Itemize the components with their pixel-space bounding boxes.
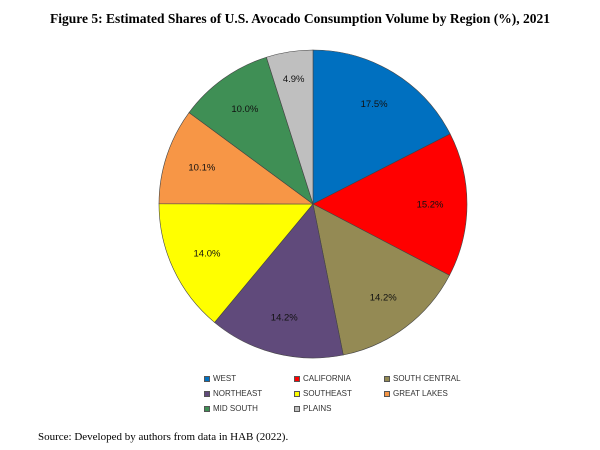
legend-item-west: WEST [204,374,236,383]
legend-swatch [294,405,300,412]
legend-label: NORTHEAST [213,389,263,398]
pie-slice-west [312,49,451,205]
legend-swatch [384,375,390,382]
legend-label: PLAINS [303,404,332,413]
chart-title: Figure 5: Estimated Shares of U.S. Avoca… [50,11,550,26]
data-label-northeast: 14.2% [271,312,298,323]
pie-slice-south-central [312,203,450,356]
legend-label: MID SOUTH [213,404,258,413]
data-label-california: 15.2% [417,200,444,211]
legend-swatch [294,390,300,397]
legend-swatch [204,390,210,397]
source-note: Source: Developed by authors from data i… [38,431,289,443]
pie-slice-mid-south [188,56,314,205]
data-label-great-lakes: 10.1% [188,162,215,173]
legend-swatch [384,390,390,397]
pie-slice-southeast [158,203,314,323]
data-label-west: 17.5% [361,99,388,110]
pie-slice-plains [266,49,314,205]
data-label-plains: 4.9% [283,74,305,85]
legend-item-great-lakes: GREAT LAKES [384,389,448,398]
legend-swatch [294,375,300,382]
pie-chart: 17.5% 15.2% 14.2% 14.2% 14.0% 10.1% 10.0% 4.9% [158,49,468,359]
data-label-southeast: 14.0% [194,249,221,260]
legend-swatch [204,375,210,382]
legend-item-southeast: SOUTHEAST [294,389,352,398]
legend-swatch [204,405,210,412]
legend-label: WEST [213,374,237,383]
pie-slice-great-lakes [158,112,314,205]
pie-slice-northeast [214,203,344,359]
legend-item-mid-south: MID SOUTH [204,404,258,413]
legend-item-south-central: SOUTH CENTRAL [384,374,461,383]
legend-item-plains: PLAINS [294,404,331,413]
pie-slice-california [312,133,468,276]
legend-label: CALIFORNIA [303,374,352,383]
legend-label: SOUTHEAST [303,389,352,398]
legend-item-california: CALIFORNIA [294,374,351,383]
legend-label: GREAT LAKES [393,389,448,398]
legend-item-northeast: NORTHEAST [204,389,262,398]
data-label-mid-south: 10.0% [231,104,258,115]
data-label-south-central: 14.2% [370,293,397,304]
legend-label: SOUTH CENTRAL [393,374,461,383]
